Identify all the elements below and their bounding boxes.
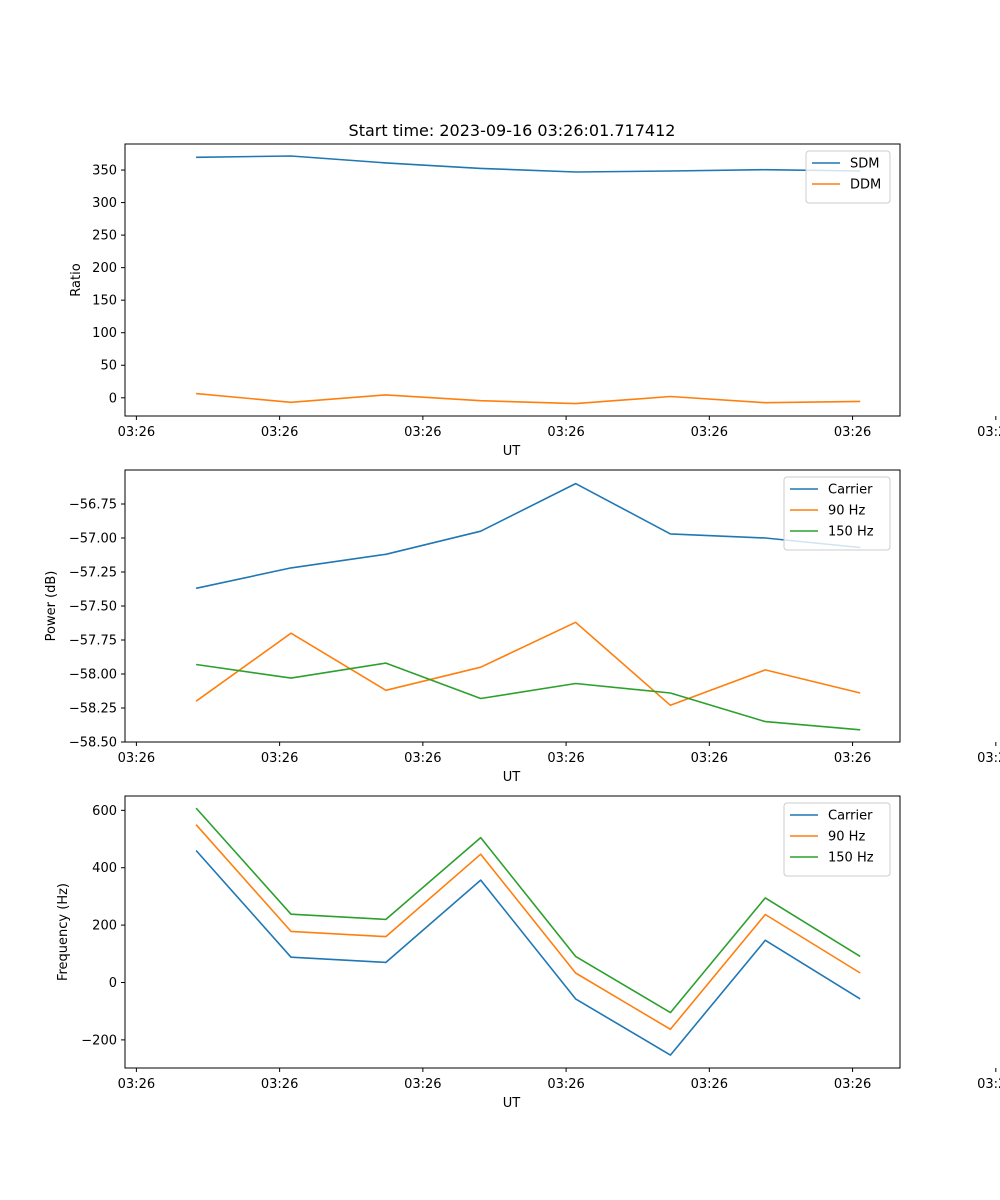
y-tick-label: 250 [92,229,117,244]
y-tick-label: 100 [92,326,117,341]
series-line-150hz [195,662,861,731]
x-tick-label: 03:26 [404,425,441,440]
y-tick-label: −58.50 [69,736,117,751]
legend-box [805,150,891,204]
legend: Carrier 90 Hz 150 Hz [783,476,891,551]
x-tick-label: 03:27 [977,425,1000,440]
y-tick-label: −57.00 [69,532,117,547]
y-tick-label: 0 [109,391,117,406]
x-tick-label: 03:26 [547,425,584,440]
legend-label: DDM [850,178,881,193]
x-axis-label: UT [503,770,521,785]
y-tick-label: 200 [92,261,117,276]
x-tick-label: 03:26 [118,425,155,440]
x-tick-label: 03:26 [834,425,871,440]
x-tick-label: 03:26 [404,1077,441,1092]
power-panel: −58.50 −58.25 −58.00 −57.75 −57.50 −57.25 −57.… [44,469,1000,785]
x-axis-label: UT [503,1096,521,1111]
y-tick-label: 200 [92,919,117,934]
y-tick-label: −57.25 [69,566,117,581]
series-line-sdm [196,155,861,173]
x-tick-label: 03:27 [977,751,1000,766]
legend-label: 90 Hz [828,830,865,845]
y-axis-label: Ratio [69,263,84,296]
x-tick-label: 03:26 [547,751,584,766]
legend-label: Carrier [828,809,873,824]
x-tick-label: 03:26 [118,1077,155,1092]
legend: SDM DDM [805,150,891,204]
plot-area [125,144,900,416]
y-tick-label: −58.25 [69,702,117,717]
x-tick-label: 03:27 [977,1077,1000,1092]
series-line-ddm [196,392,861,405]
legend-label: SDM [850,157,879,172]
legend-label: Carrier [828,483,873,498]
y-tick-label: −57.50 [69,600,117,615]
x-tick-label: 03:26 [118,751,155,766]
ratio-panel: 0 50 100 150 200 250 300 350 03:26 03:26 03:26 03:2… [69,143,1000,459]
x-tick-label: 03:26 [547,1077,584,1092]
y-tick-label: 150 [92,294,117,309]
axes-frame [124,469,901,743]
y-tick-label: 600 [92,804,117,819]
y-tick-label: −56.75 [69,498,117,513]
x-tick-label: 03:26 [691,1077,728,1092]
frequency-panel: −200 0 200 400 600 03:26 03:26 03:26 03:26 03:26 0… [56,795,1000,1111]
series-line-90hz [195,824,861,1031]
x-tick-label: 03:26 [404,751,441,766]
y-tick-label: 50 [100,359,117,374]
y-tick-label: 0 [109,976,117,991]
x-tick-label: 03:26 [691,425,728,440]
y-axis-label: Frequency (Hz) [56,883,71,981]
x-axis-label: UT [503,444,521,459]
legend-label: 90 Hz [828,504,865,519]
plot-area [125,796,900,1068]
y-tick-label: −200 [81,1033,117,1048]
figure-title: Start time: 2023-09-16 03:26:01.717412 [349,121,676,140]
y-tick-label: 300 [92,196,117,211]
y-tick-label: 350 [92,164,117,179]
y-tick-label: −58.00 [69,668,117,683]
x-tick-label: 03:26 [834,1077,871,1092]
legend-label: 150 Hz [828,525,874,540]
series-line-90hz [195,621,861,707]
y-axis-label: Power (dB) [44,571,59,642]
axes-frame [124,143,901,417]
series-line-150hz [195,807,861,1014]
series-line-carrier [195,849,861,1056]
legend-label: 150 Hz [828,851,874,866]
x-tick-label: 03:26 [691,751,728,766]
series-line-carrier [195,482,861,590]
y-tick-label: −57.75 [69,634,117,649]
axes-frame [124,795,901,1069]
x-tick-label: 03:26 [261,751,298,766]
x-tick-label: 03:26 [261,1077,298,1092]
legend: Carrier 90 Hz 150 Hz [783,802,891,877]
y-tick-label: 400 [92,861,117,876]
x-tick-label: 03:26 [261,425,298,440]
x-tick-label: 03:26 [834,751,871,766]
